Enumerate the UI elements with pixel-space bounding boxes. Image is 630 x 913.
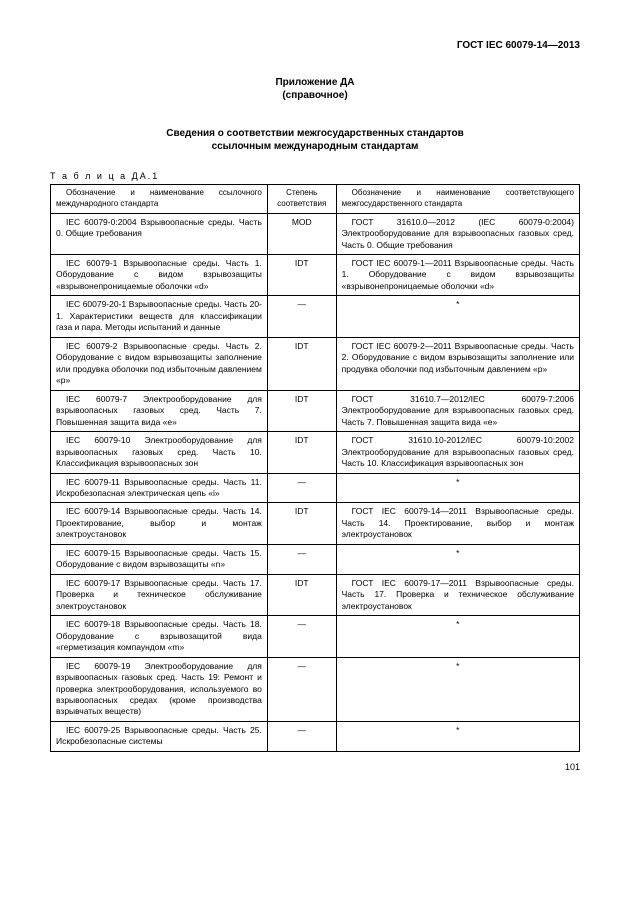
header-col2: Степень соответствия xyxy=(267,185,336,214)
cell-intl-standard: IEC 60079-7 Электрооборудование для взры… xyxy=(51,390,268,431)
cell-intl-standard: IEC 60079-18 Взрывоопасные среды. Часть … xyxy=(51,616,268,657)
cell-gost-standard: * xyxy=(336,473,579,503)
cell-degree: — xyxy=(267,296,336,337)
cell-gost-standard: ГОСТ IEC 60079-2—2011 Взрывоопасные сред… xyxy=(336,337,579,390)
cell-intl-standard: IEC 60079-19 Электрооборудование для взр… xyxy=(51,657,268,721)
table-caption: Т а б л и ц а ДА.1 xyxy=(50,171,580,181)
document-header: ГОСТ IEC 60079-14—2013 xyxy=(50,40,580,51)
cell-degree: IDT xyxy=(267,503,336,544)
table-row: IEC 60079-7 Электрооборудование для взры… xyxy=(51,390,580,431)
annex-line2: (справочное) xyxy=(282,90,347,101)
cell-degree: MOD xyxy=(267,213,336,254)
cell-degree: IDT xyxy=(267,255,336,296)
table-header-row: Обозначение и наименование ссылочного ме… xyxy=(51,185,580,214)
cell-gost-standard: * xyxy=(336,721,579,751)
cell-degree: IDT xyxy=(267,574,336,615)
cell-gost-standard: ГОСТ IEC 60079-17—2011 Взрывоопасные сре… xyxy=(336,574,579,615)
annex-line1: Приложение ДА xyxy=(275,77,354,88)
table-row: IEC 60079-18 Взрывоопасные среды. Часть … xyxy=(51,616,580,657)
cell-gost-standard: * xyxy=(336,616,579,657)
cell-intl-standard: IEC 60079-1 Взрывоопасные среды. Часть 1… xyxy=(51,255,268,296)
cell-gost-standard: ГОСТ IEC 60079-14—2011 Взрывоопасные сре… xyxy=(336,503,579,544)
cell-degree: — xyxy=(267,544,336,574)
cell-gost-standard: ГОСТ 31610.7—2012/IEC 60079-7:2006 Элект… xyxy=(336,390,579,431)
table-row: IEC 60079-25 Взрывоопасные среды. Часть … xyxy=(51,721,580,751)
cell-intl-standard: IEC 60079-14 Взрывоопасные среды. Часть … xyxy=(51,503,268,544)
page-number: 101 xyxy=(50,762,580,772)
cell-gost-standard: ГОСТ 31610.0—2012 (IEC 60079-0:2004) Эле… xyxy=(336,213,579,254)
cell-intl-standard: IEC 60079-11 Взрывоопасные среды. Часть … xyxy=(51,473,268,503)
cell-gost-standard: * xyxy=(336,657,579,721)
cell-intl-standard: IEC 60079-0:2004 Взрывоопасные среды. Ча… xyxy=(51,213,268,254)
table-row: IEC 60079-20-1 Взрывоопасные среды. Част… xyxy=(51,296,580,337)
table-row: IEC 60079-15 Взрывоопасные среды. Часть … xyxy=(51,544,580,574)
cell-gost-standard: * xyxy=(336,544,579,574)
table-row: IEC 60079-17 Взрывоопасные среды. Часть … xyxy=(51,574,580,615)
cell-intl-standard: IEC 60079-2 Взрывоопасные среды. Часть 2… xyxy=(51,337,268,390)
table-row: IEC 60079-0:2004 Взрывоопасные среды. Ча… xyxy=(51,213,580,254)
table-row: IEC 60079-10 Электрооборудование для взр… xyxy=(51,432,580,473)
table-row: IEC 60079-19 Электрооборудование для взр… xyxy=(51,657,580,721)
section-line2: ссылочным международным стандартам xyxy=(212,141,419,152)
cell-intl-standard: IEC 60079-20-1 Взрывоопасные среды. Част… xyxy=(51,296,268,337)
section-title: Сведения о соответствии межгосударственн… xyxy=(50,127,580,153)
standards-table: Обозначение и наименование ссылочного ме… xyxy=(50,184,580,752)
header-col3: Обозначение и наименование соответствующ… xyxy=(336,185,579,214)
cell-degree: IDT xyxy=(267,390,336,431)
cell-intl-standard: IEC 60079-25 Взрывоопасные среды. Часть … xyxy=(51,721,268,751)
annex-title: Приложение ДА (справочное) xyxy=(50,76,580,102)
table-row: IEC 60079-14 Взрывоопасные среды. Часть … xyxy=(51,503,580,544)
cell-degree: IDT xyxy=(267,432,336,473)
cell-degree: — xyxy=(267,473,336,503)
table-row: IEC 60079-11 Взрывоопасные среды. Часть … xyxy=(51,473,580,503)
header-col1: Обозначение и наименование ссылочного ме… xyxy=(51,185,268,214)
page: ГОСТ IEC 60079-14—2013 Приложение ДА (сп… xyxy=(0,0,630,802)
cell-degree: — xyxy=(267,657,336,721)
cell-intl-standard: IEC 60079-15 Взрывоопасные среды. Часть … xyxy=(51,544,268,574)
cell-degree: — xyxy=(267,721,336,751)
section-line1: Сведения о соответствии межгосударственн… xyxy=(166,128,464,139)
cell-intl-standard: IEC 60079-17 Взрывоопасные среды. Часть … xyxy=(51,574,268,615)
table-row: IEC 60079-1 Взрывоопасные среды. Часть 1… xyxy=(51,255,580,296)
cell-degree: — xyxy=(267,616,336,657)
cell-intl-standard: IEC 60079-10 Электрооборудование для взр… xyxy=(51,432,268,473)
cell-gost-standard: ГОСТ 31610.10-2012/IEC 60079-10:2002 Эле… xyxy=(336,432,579,473)
table-row: IEC 60079-2 Взрывоопасные среды. Часть 2… xyxy=(51,337,580,390)
table-body: IEC 60079-0:2004 Взрывоопасные среды. Ча… xyxy=(51,213,580,751)
cell-degree: IDT xyxy=(267,337,336,390)
cell-gost-standard: ГОСТ IEC 60079-1—2011 Взрывоопасные сред… xyxy=(336,255,579,296)
cell-gost-standard: * xyxy=(336,296,579,337)
